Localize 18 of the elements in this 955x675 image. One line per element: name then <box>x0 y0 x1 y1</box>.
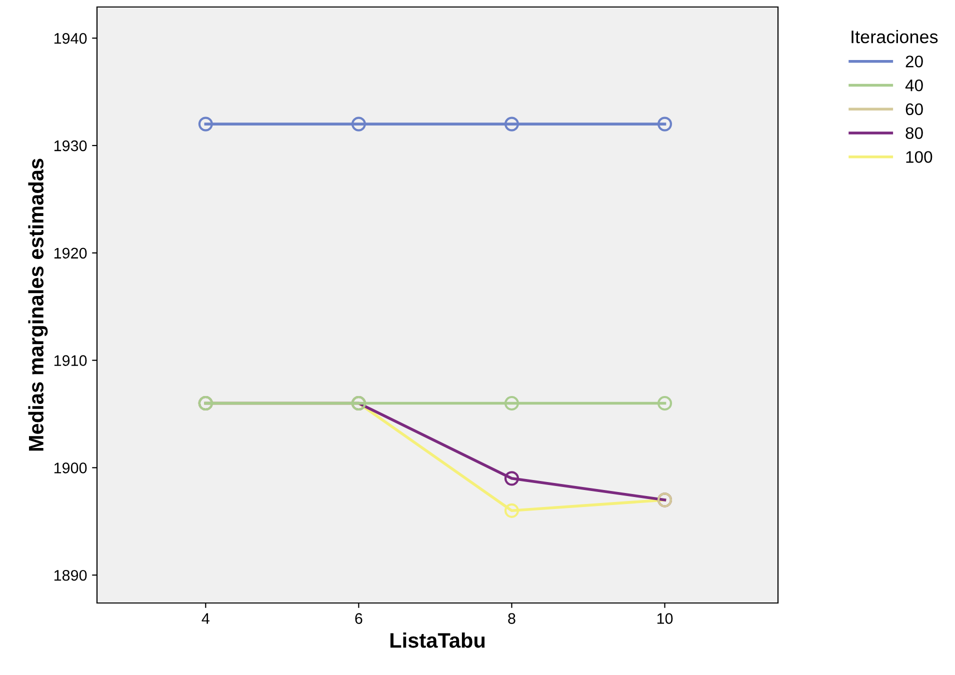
x-tick-label: 6 <box>355 613 362 624</box>
legend-title: Iteraciones <box>852 30 938 44</box>
y-tick-label: 1920 <box>54 248 87 259</box>
legend-label: 60 <box>906 103 923 116</box>
x-tick-label: 10 <box>657 613 673 624</box>
y-tick-label: 1930 <box>54 140 87 152</box>
y-axis-title: Medias marginales estimadas <box>28 158 48 451</box>
y-tick-label: 1910 <box>54 355 87 366</box>
legend-label: 20 <box>906 56 923 68</box>
y-tick-label: 1890 <box>54 570 87 581</box>
legend-label: 80 <box>906 127 923 140</box>
y-tick-label: 1900 <box>54 462 87 474</box>
y-tick-label: 1940 <box>54 33 87 44</box>
x-tick-label: 8 <box>508 613 516 624</box>
x-axis-title: ListaTabu <box>390 632 485 648</box>
legend-label: 100 <box>906 151 932 163</box>
legend-label: 40 <box>905 79 923 92</box>
x-tick-label: 4 <box>202 613 210 624</box>
